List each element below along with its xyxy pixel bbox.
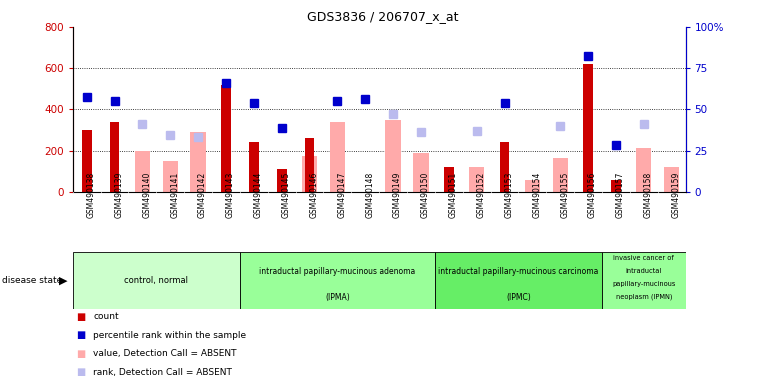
Text: value, Detection Call = ABSENT: value, Detection Call = ABSENT <box>93 349 237 358</box>
Text: intraductal papillary-mucinous carcinoma: intraductal papillary-mucinous carcinoma <box>438 267 599 276</box>
Bar <box>135 151 150 192</box>
Text: GDS3836 / 206707_x_at: GDS3836 / 206707_x_at <box>307 10 459 23</box>
Text: ■: ■ <box>77 349 86 359</box>
Text: GSM490148: GSM490148 <box>365 172 375 218</box>
Text: GSM490142: GSM490142 <box>198 172 207 218</box>
Text: invasive cancer of: invasive cancer of <box>614 255 674 262</box>
Text: GSM490145: GSM490145 <box>282 172 290 218</box>
Bar <box>110 122 119 192</box>
Bar <box>249 142 259 192</box>
Bar <box>82 130 92 192</box>
Text: GSM490146: GSM490146 <box>309 172 319 218</box>
Text: GSM490155: GSM490155 <box>560 172 569 218</box>
Bar <box>162 161 178 192</box>
Bar <box>73 252 240 309</box>
Bar <box>191 132 206 192</box>
Bar <box>469 167 484 192</box>
Text: percentile rank within the sample: percentile rank within the sample <box>93 331 247 340</box>
Bar <box>385 120 401 192</box>
Bar <box>240 252 435 309</box>
Text: GSM490138: GSM490138 <box>87 172 96 218</box>
Text: GSM490158: GSM490158 <box>643 172 653 218</box>
Text: GSM490159: GSM490159 <box>672 172 681 218</box>
Bar <box>221 85 231 192</box>
Bar <box>277 169 286 192</box>
Text: control, normal: control, normal <box>124 276 188 285</box>
Bar <box>552 158 568 192</box>
Text: rank, Detection Call = ABSENT: rank, Detection Call = ABSENT <box>93 367 232 377</box>
Bar <box>664 167 679 192</box>
Text: GSM490149: GSM490149 <box>393 172 402 218</box>
Bar <box>611 180 620 192</box>
Bar <box>435 252 602 309</box>
Text: GSM490154: GSM490154 <box>532 172 542 218</box>
Text: count: count <box>93 312 119 321</box>
Bar <box>444 167 453 192</box>
Text: papillary-mucinous: papillary-mucinous <box>612 281 676 287</box>
Bar <box>302 156 317 192</box>
Text: GSM490156: GSM490156 <box>588 172 597 218</box>
Bar <box>636 147 651 192</box>
Text: GSM490140: GSM490140 <box>142 172 152 218</box>
Text: neoplasm (IPMN): neoplasm (IPMN) <box>616 293 672 300</box>
Text: GSM490153: GSM490153 <box>505 172 513 218</box>
Text: ■: ■ <box>77 330 86 340</box>
Bar <box>602 252 686 309</box>
Bar <box>305 138 314 192</box>
Text: (IPMC): (IPMC) <box>506 293 531 302</box>
Bar <box>525 180 540 192</box>
Text: GSM490152: GSM490152 <box>476 172 486 218</box>
Bar <box>414 153 429 192</box>
Bar <box>583 64 593 192</box>
Text: (IPMA): (IPMA) <box>325 293 350 302</box>
Text: GSM490151: GSM490151 <box>449 172 458 218</box>
Text: intraductal: intraductal <box>626 268 662 274</box>
Text: ■: ■ <box>77 312 86 322</box>
Text: ▶: ▶ <box>58 275 67 285</box>
Text: intraductal papillary-mucinous adenoma: intraductal papillary-mucinous adenoma <box>259 267 415 276</box>
Bar <box>329 122 345 192</box>
Text: GSM490139: GSM490139 <box>115 172 123 218</box>
Text: GSM490150: GSM490150 <box>421 172 430 218</box>
Text: GSM490157: GSM490157 <box>616 172 625 218</box>
Text: GSM490143: GSM490143 <box>226 172 235 218</box>
Text: GSM490141: GSM490141 <box>170 172 179 218</box>
Text: ■: ■ <box>77 367 86 377</box>
Text: disease state: disease state <box>2 276 62 285</box>
Text: GSM490147: GSM490147 <box>337 172 346 218</box>
Bar <box>499 142 509 192</box>
Text: GSM490144: GSM490144 <box>254 172 263 218</box>
